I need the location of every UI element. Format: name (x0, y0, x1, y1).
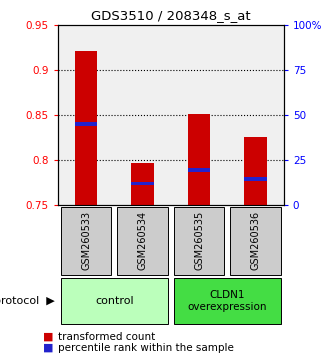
Text: ■: ■ (43, 343, 53, 353)
Bar (174, 278, 281, 324)
Title: GDS3510 / 208348_s_at: GDS3510 / 208348_s_at (91, 9, 250, 22)
Text: percentile rank within the sample: percentile rank within the sample (58, 343, 234, 353)
Bar (117, 207, 168, 275)
Bar (131, 163, 154, 205)
Bar (244, 177, 267, 181)
Text: GSM260536: GSM260536 (250, 211, 261, 270)
Text: protocol  ▶: protocol ▶ (0, 296, 54, 306)
Bar (75, 51, 97, 205)
Bar (188, 114, 210, 205)
Text: GSM260535: GSM260535 (194, 211, 204, 270)
Text: control: control (95, 296, 134, 306)
Bar (131, 182, 154, 185)
Bar (61, 278, 168, 324)
Text: GSM260533: GSM260533 (81, 211, 91, 270)
Bar (75, 122, 97, 126)
Bar (61, 207, 112, 275)
Text: CLDN1
overexpression: CLDN1 overexpression (187, 290, 267, 312)
Bar (188, 168, 210, 172)
Bar (244, 137, 267, 205)
Text: ■: ■ (43, 332, 53, 342)
Text: GSM260534: GSM260534 (138, 211, 148, 270)
Bar (230, 207, 281, 275)
Bar (174, 207, 224, 275)
Text: transformed count: transformed count (58, 332, 155, 342)
